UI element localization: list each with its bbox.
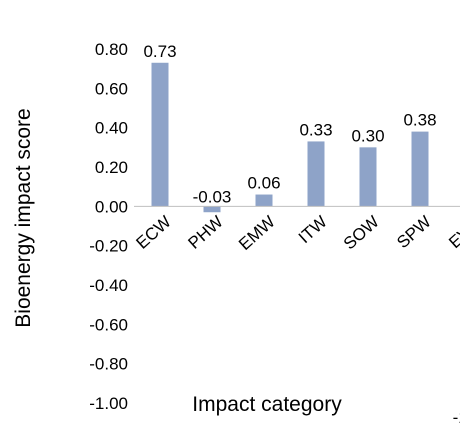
bar-spw <box>411 131 429 207</box>
bar-ecw <box>151 62 169 207</box>
y-tick-label: 0.00 <box>95 197 128 216</box>
data-label: 0.33 <box>299 120 332 139</box>
data-label: 0.06 <box>247 174 280 193</box>
y-tick-label: -0.20 <box>89 237 128 256</box>
x-axis-category-labels: ECW PHW EMW ITW SOW SPW EVW <box>133 212 460 254</box>
category-label: ITW <box>295 212 331 247</box>
y-tick-label: 0.20 <box>95 158 128 177</box>
bar-phw <box>203 206 221 213</box>
bar-sow <box>359 147 377 207</box>
y-tick-label: 0.60 <box>95 79 128 98</box>
y-tick-label: -1.00 <box>89 394 128 413</box>
data-labels: 0.73 -0.03 0.06 0.33 0.30 0.38 -1.00 <box>143 42 460 427</box>
category-label: ECW <box>133 212 175 253</box>
data-label: -0.03 <box>193 187 232 206</box>
category-label: EVW <box>445 212 460 252</box>
x-axis-title: Impact category <box>192 393 342 416</box>
data-label: 0.38 <box>403 111 436 130</box>
y-axis-ticks: 0.80 0.60 0.40 0.20 0.00 -0.20 -0.40 -0.60 -0.80… <box>89 40 128 413</box>
category-label: SPW <box>393 212 434 252</box>
y-tick-label: -0.60 <box>89 315 128 334</box>
y-tick-label: -0.40 <box>89 276 128 295</box>
category-label: PHW <box>185 212 227 253</box>
data-label: -1.00 <box>453 408 460 427</box>
bars <box>151 62 429 213</box>
y-axis-title: Bioenergy impact score <box>12 108 35 327</box>
bar-emw <box>255 194 273 207</box>
y-tick-label: 0.40 <box>95 119 128 138</box>
data-label: 0.30 <box>351 126 384 145</box>
category-label: SOW <box>340 212 383 253</box>
y-tick-label: 0.80 <box>95 40 128 59</box>
data-label: 0.73 <box>143 42 176 61</box>
bar-itw <box>307 141 325 207</box>
y-tick-label: -0.80 <box>89 355 128 374</box>
category-label: EMW <box>235 212 279 254</box>
